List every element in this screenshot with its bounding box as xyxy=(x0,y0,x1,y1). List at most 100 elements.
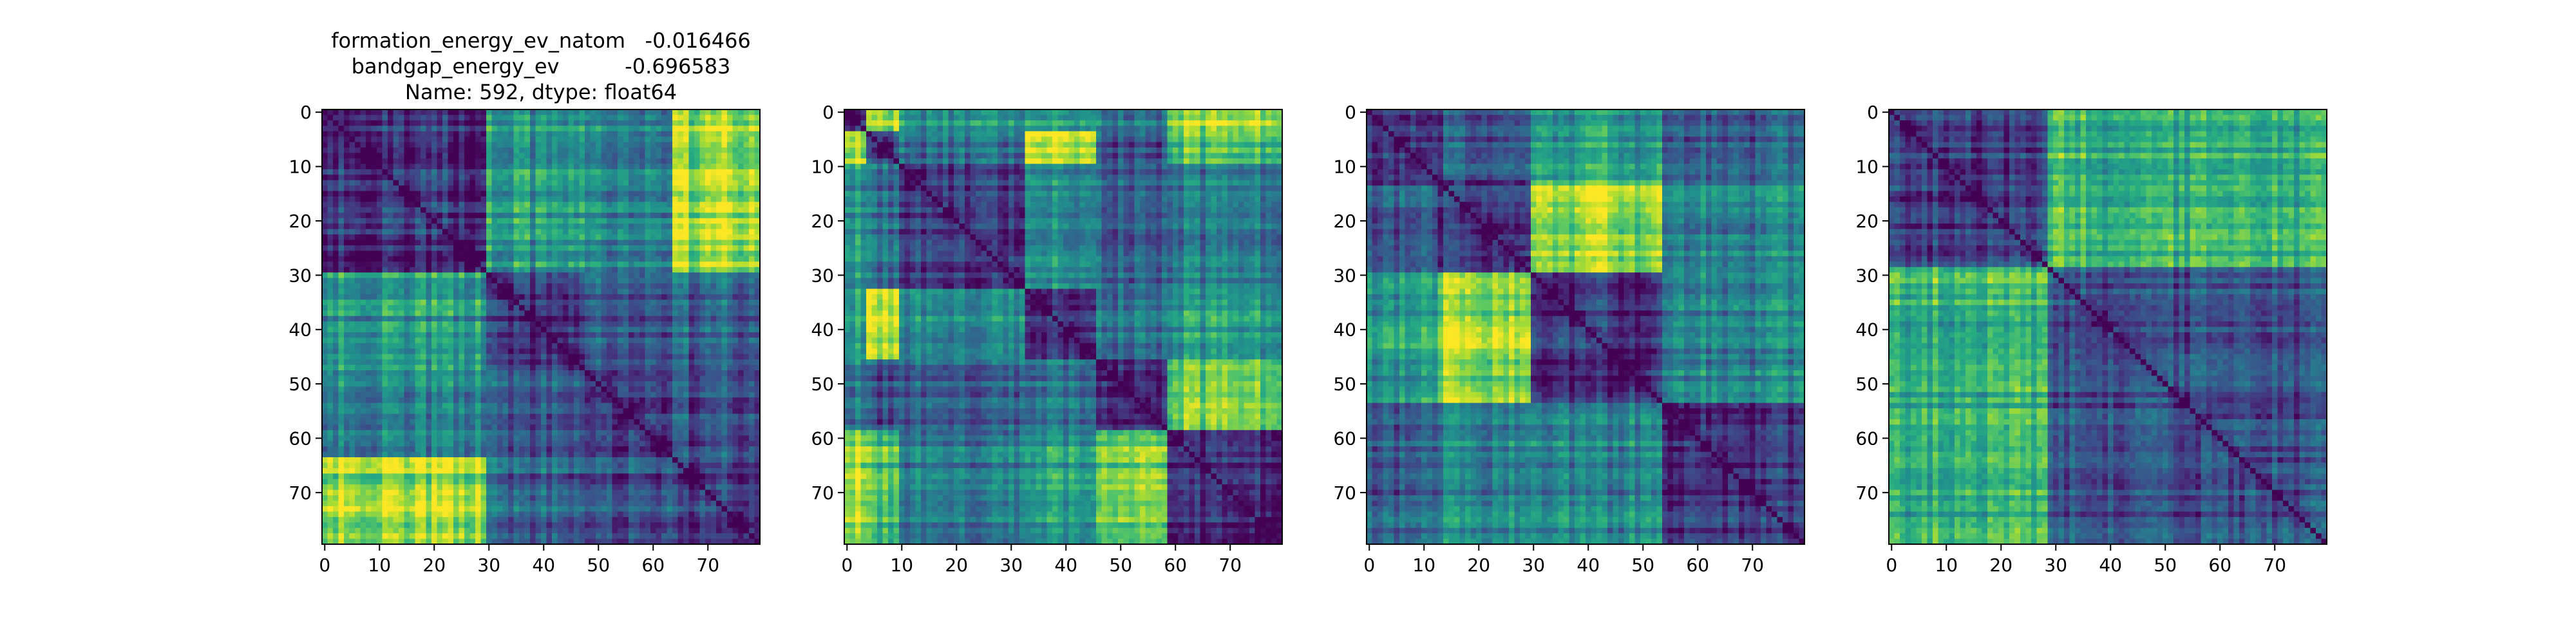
heatmap-cell xyxy=(618,251,623,256)
heatmap-cell xyxy=(393,299,399,305)
heatmap-cell xyxy=(372,169,377,175)
heatmap-cell xyxy=(689,207,695,213)
heatmap-cell xyxy=(591,169,596,175)
heatmap-cell xyxy=(453,392,459,398)
heatmap-cell xyxy=(508,354,514,360)
heatmap-cell xyxy=(431,289,437,294)
heatmap-cell xyxy=(569,424,574,430)
heatmap-cell xyxy=(705,261,711,267)
heatmap-cell xyxy=(558,354,564,360)
heatmap-cell xyxy=(464,446,470,452)
heatmap-cell xyxy=(393,424,399,430)
heatmap-cell xyxy=(503,267,509,273)
heatmap-cell xyxy=(415,337,421,343)
heatmap-cell xyxy=(672,365,678,371)
heatmap-cell xyxy=(322,446,328,452)
heatmap-cell xyxy=(497,267,503,273)
heatmap-cell xyxy=(547,223,553,229)
heatmap-cell xyxy=(339,414,345,420)
heatmap-cell xyxy=(530,153,536,159)
heatmap-cell xyxy=(689,169,695,175)
heatmap-cell xyxy=(634,240,640,246)
heatmap-cell xyxy=(421,256,426,262)
heatmap-cell xyxy=(519,142,525,148)
heatmap-cell xyxy=(552,348,558,354)
heatmap-cell xyxy=(591,392,596,398)
heatmap-cell xyxy=(727,332,733,338)
heatmap-cell xyxy=(541,207,547,213)
heatmap-cell xyxy=(361,397,366,403)
heatmap-cell xyxy=(437,316,443,322)
heatmap-cell xyxy=(333,354,339,360)
heatmap-cell xyxy=(328,115,334,120)
heatmap-cell xyxy=(645,343,651,349)
heatmap-cell xyxy=(333,267,339,273)
heatmap-cell xyxy=(645,354,651,360)
heatmap-cell xyxy=(333,142,339,148)
heatmap-cell xyxy=(442,446,448,452)
heatmap-cell xyxy=(361,424,366,430)
heatmap-cell xyxy=(650,223,656,229)
heatmap-cell xyxy=(437,175,443,180)
heatmap-cell xyxy=(738,435,744,441)
heatmap-cell xyxy=(558,403,564,409)
heatmap-cell xyxy=(672,386,678,392)
heatmap-cell xyxy=(410,158,415,164)
heatmap-cell xyxy=(547,207,553,213)
heatmap-cell xyxy=(350,419,355,425)
heatmap-cell xyxy=(645,158,651,164)
heatmap-cell xyxy=(700,164,706,169)
heatmap-cell xyxy=(464,234,470,240)
heatmap-cell xyxy=(442,245,448,251)
heatmap-cell xyxy=(410,202,415,207)
heatmap-cell xyxy=(601,196,607,202)
heatmap-cell xyxy=(552,408,558,414)
heatmap-cell xyxy=(541,381,547,387)
heatmap-cell xyxy=(481,234,487,240)
heatmap-cell xyxy=(503,137,509,142)
heatmap-cell xyxy=(541,283,547,289)
heatmap-cell xyxy=(563,191,569,197)
heatmap-cell xyxy=(667,310,673,316)
heatmap-cell xyxy=(492,327,498,333)
heatmap-cell xyxy=(442,234,448,240)
heatmap-cell xyxy=(645,299,651,305)
heatmap-cell xyxy=(486,414,492,420)
heatmap-cell xyxy=(618,386,623,392)
heatmap-cell xyxy=(497,278,503,284)
heatmap-cell xyxy=(492,196,498,202)
heatmap-cell xyxy=(339,310,345,316)
heatmap-cell xyxy=(383,109,388,115)
heatmap-cell xyxy=(426,191,432,197)
heatmap-cell xyxy=(552,251,558,256)
heatmap-cell xyxy=(530,386,536,392)
heatmap-cell xyxy=(678,327,684,333)
heatmap-cell xyxy=(453,229,459,235)
heatmap-cell xyxy=(722,359,728,365)
heatmap-cell xyxy=(431,419,437,425)
heatmap-cell xyxy=(328,299,334,305)
heatmap-cell xyxy=(552,240,558,246)
heatmap-cell xyxy=(404,158,410,164)
heatmap-cell xyxy=(519,299,525,305)
heatmap-cell xyxy=(585,414,591,420)
heatmap-cell xyxy=(722,202,728,207)
heatmap-cell xyxy=(569,289,574,294)
heatmap-cell xyxy=(667,381,673,387)
heatmap-cell xyxy=(744,375,750,381)
heatmap-cell xyxy=(464,337,470,343)
heatmap-cell xyxy=(607,153,612,159)
heatmap-cell xyxy=(372,256,377,262)
heatmap-cell xyxy=(678,359,684,365)
heatmap-cell xyxy=(431,240,437,246)
heatmap-cell xyxy=(580,196,585,202)
heatmap-cell xyxy=(700,180,706,186)
heatmap-cell xyxy=(744,381,750,387)
heatmap-cell xyxy=(328,386,334,392)
heatmap-cell xyxy=(694,196,700,202)
heatmap-cell xyxy=(744,147,750,153)
heatmap-cell xyxy=(563,430,569,436)
heatmap-cell xyxy=(552,185,558,191)
heatmap-cell xyxy=(404,115,410,120)
heatmap-cell xyxy=(437,272,443,278)
